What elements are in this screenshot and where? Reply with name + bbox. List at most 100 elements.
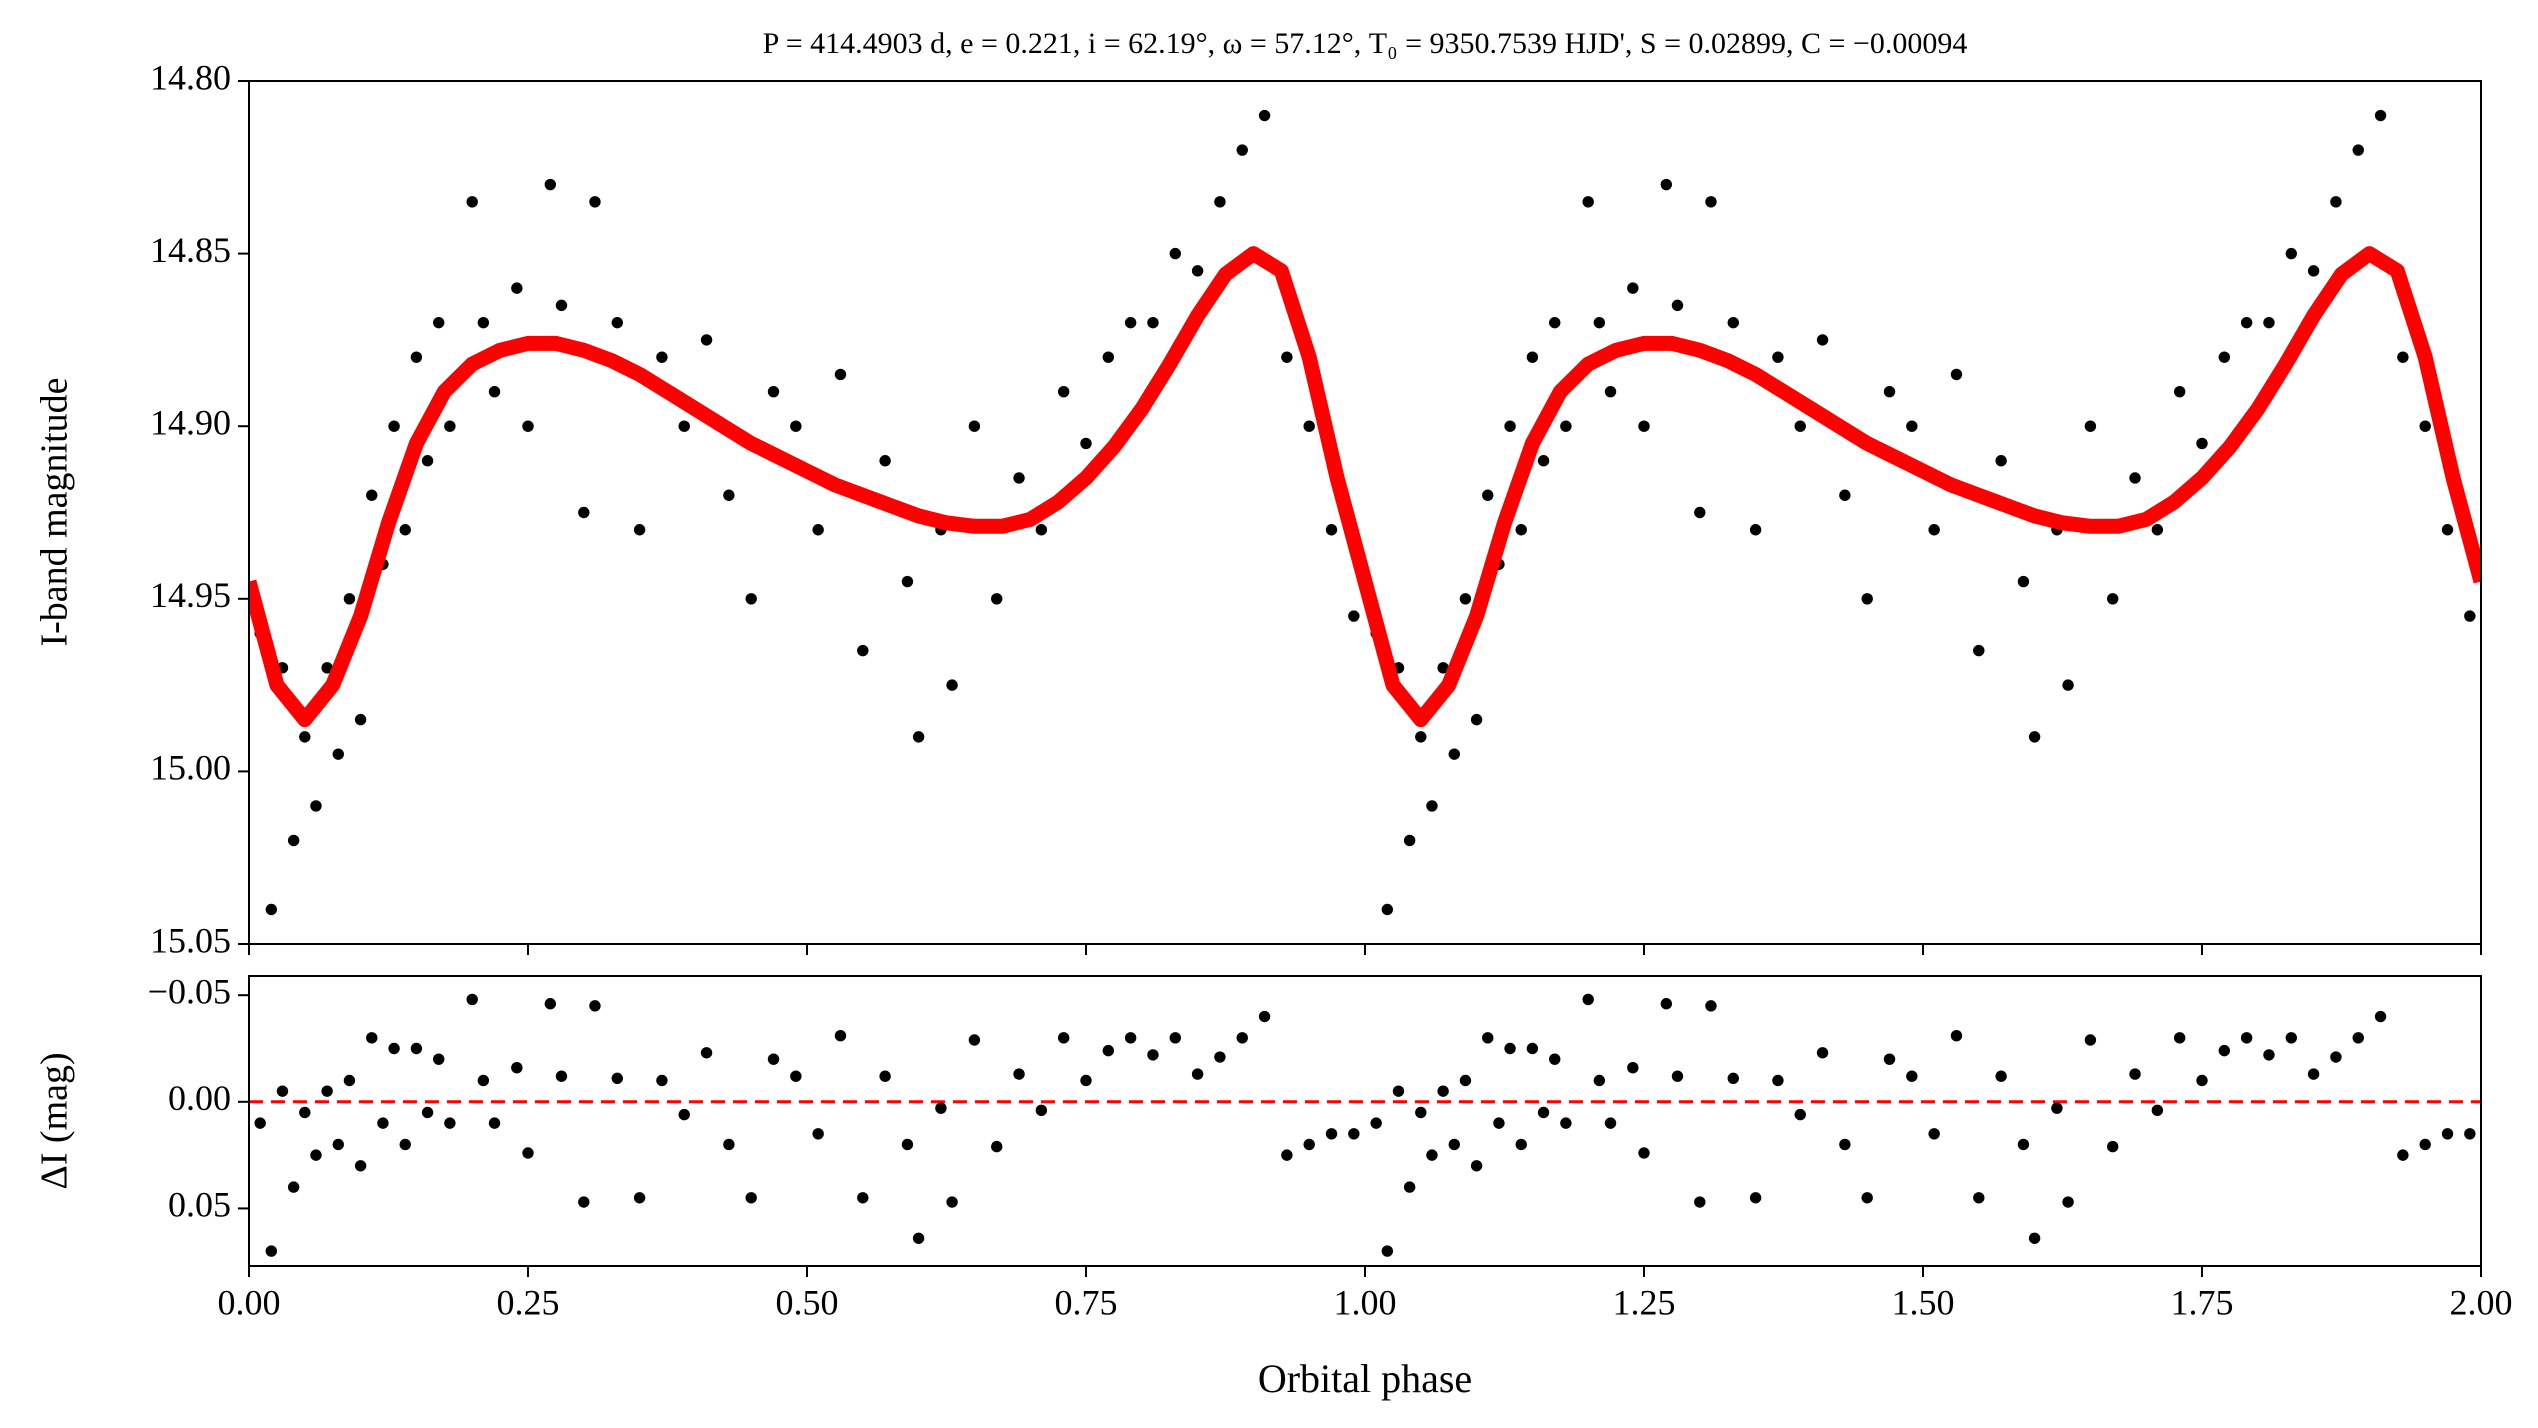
data-point: [1906, 1070, 1918, 1082]
data-point: [912, 1232, 925, 1244]
data-point: [2285, 247, 2297, 260]
data-point: [1258, 109, 1271, 122]
data-point: [2129, 472, 2141, 484]
y-tick-label: −0.05: [148, 971, 231, 1011]
data-point: [1057, 1032, 1070, 1044]
data-point: [1281, 1149, 1293, 1161]
data-point: [2240, 1032, 2253, 1044]
data-point: [1627, 1061, 1639, 1074]
data-point: [2263, 316, 2275, 329]
data-point: [2017, 575, 2030, 588]
data-point: [578, 1196, 590, 1208]
data-point: [1839, 489, 1851, 501]
data-point: [2397, 1149, 2409, 1161]
data-point: [1593, 316, 1606, 329]
data-point: [767, 385, 780, 398]
data-point: [611, 316, 623, 329]
data-point: [1214, 1051, 1226, 1063]
data-point: [1437, 662, 1449, 674]
data-point: [1124, 1032, 1137, 1044]
data-point: [2263, 1049, 2275, 1061]
data-point: [433, 316, 445, 329]
data-point: [611, 1072, 623, 1085]
data-point: [1102, 1044, 1115, 1057]
data-point: [1147, 316, 1159, 329]
data-point: [477, 316, 490, 329]
y-tick-label: 14.95: [150, 575, 231, 615]
data-point: [1950, 368, 1963, 381]
data-point: [1214, 196, 1226, 208]
data-point: [656, 351, 668, 363]
data-point: [522, 1147, 534, 1159]
data-point: [1638, 420, 1650, 432]
data-point: [1303, 1138, 1315, 1151]
data-point: [2397, 351, 2409, 363]
data-point: [2051, 1102, 2063, 1114]
data-point: [2330, 196, 2342, 208]
data-point: [991, 593, 1003, 605]
data-point: [1772, 351, 1784, 363]
data-point: [745, 1192, 757, 1204]
data-point: [935, 1102, 947, 1114]
data-point: [812, 524, 824, 536]
data-point: [633, 524, 646, 536]
data-point: [656, 1074, 668, 1087]
x-axis-label: Orbital phase: [1258, 1356, 1472, 1401]
data-point: [857, 1192, 869, 1204]
data-point: [1035, 524, 1048, 536]
data-point: [1191, 265, 1204, 277]
data-point: [1281, 351, 1293, 363]
data-point: [2028, 1232, 2041, 1244]
data-point: [946, 1196, 958, 1208]
data-point: [410, 1042, 423, 1055]
data-point: [1493, 1117, 1505, 1129]
data-point: [2062, 1196, 2074, 1208]
data-point: [299, 1106, 311, 1119]
data-point: [2173, 385, 2186, 398]
data-point: [1102, 351, 1115, 363]
data-point: [1013, 1068, 1025, 1080]
data-point: [1370, 1117, 1382, 1129]
data-point: [399, 524, 411, 536]
data-point: [1035, 1104, 1048, 1117]
y-tick-label: 0.00: [168, 1078, 231, 1118]
data-point: [2062, 679, 2074, 691]
data-point: [321, 1085, 333, 1097]
data-point: [1448, 748, 1460, 760]
x-tick-label: 0.75: [1055, 1282, 1118, 1322]
x-tick-label: 2.00: [2450, 1282, 2513, 1322]
data-point: [589, 1000, 601, 1012]
data-point: [834, 1030, 847, 1042]
y-tick-label: 14.90: [150, 402, 231, 442]
data-point: [1794, 1108, 1806, 1121]
data-point: [1671, 1070, 1684, 1082]
model-curve: [249, 246, 2481, 728]
x-tick-label: 0.00: [218, 1282, 281, 1322]
data-point: [2017, 1138, 2030, 1151]
data-point: [2419, 420, 2431, 432]
data-point: [2151, 1104, 2164, 1117]
data-point: [2084, 420, 2097, 432]
data-point: [1582, 196, 1594, 208]
data-point: [1772, 1074, 1784, 1087]
data-point: [879, 455, 891, 467]
chart-title: P = 414.4903 d, e = 0.221, i = 62.19°, ω…: [763, 27, 1968, 60]
data-point: [1325, 524, 1338, 536]
data-point: [1604, 1117, 1617, 1129]
x-tick-label: 1.00: [1334, 1282, 1397, 1322]
data-point: [2352, 1032, 2364, 1044]
data-point: [1325, 1128, 1338, 1140]
data-point: [1749, 524, 1762, 536]
y-axis-label: ΔI (mag): [34, 1052, 76, 1189]
data-point: [790, 1070, 802, 1082]
data-point: [589, 196, 601, 208]
data-point: [555, 1070, 568, 1082]
data-point: [2352, 144, 2364, 156]
data-point: [2084, 1034, 2097, 1046]
data-point: [1415, 1106, 1427, 1119]
data-point: [1727, 1072, 1739, 1085]
data-point: [2129, 1068, 2141, 1080]
data-point: [466, 993, 478, 1006]
data-point: [1470, 1160, 1483, 1172]
data-point: [1080, 437, 1092, 450]
